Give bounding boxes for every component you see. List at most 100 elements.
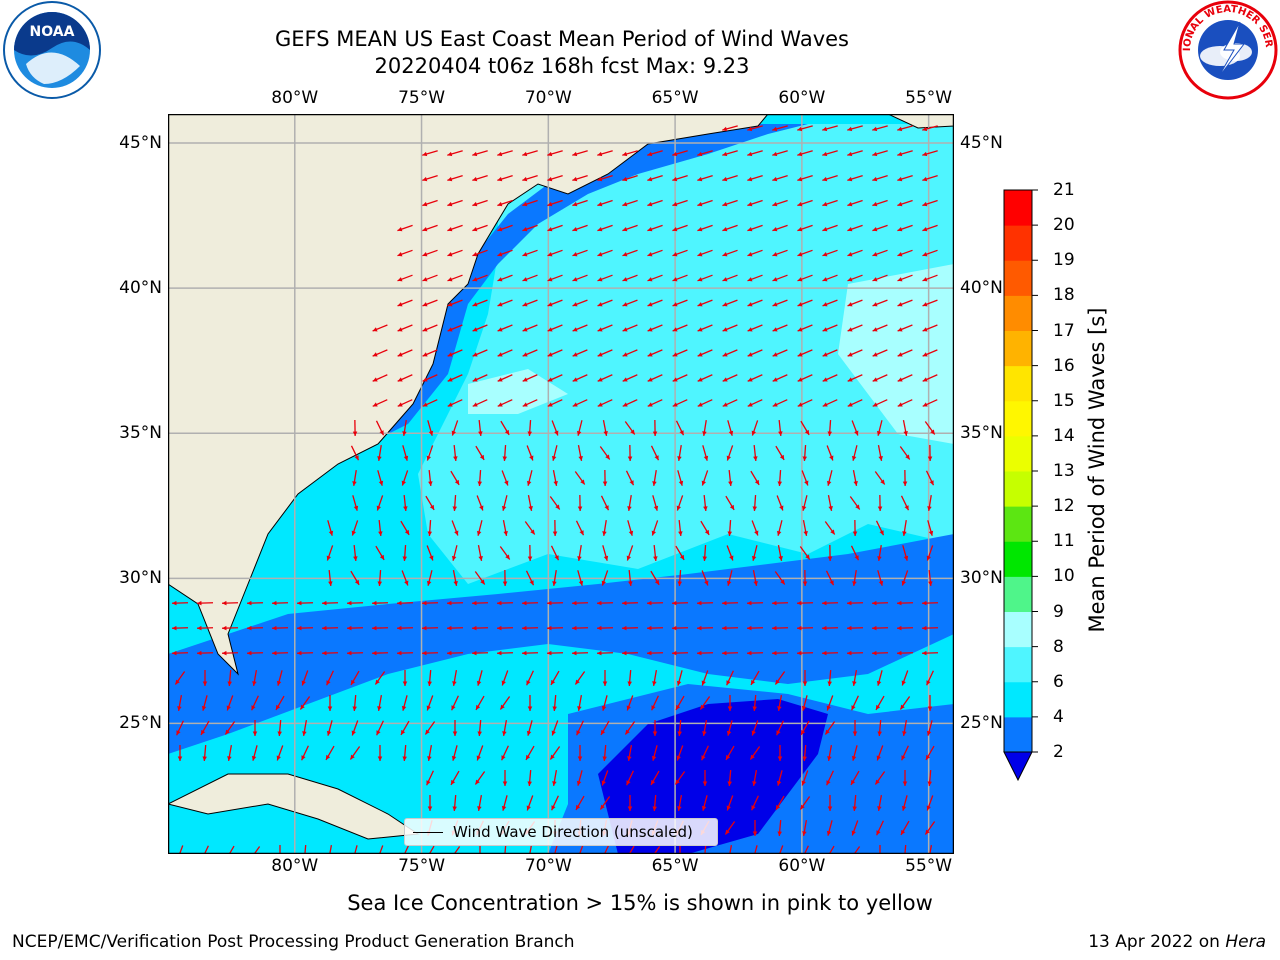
wave-direction-arrowhead (750, 754, 755, 760)
wave-direction-arrowhead (577, 506, 583, 511)
wave-direction-arrowhead (597, 327, 603, 332)
wave-direction-arrowhead (775, 679, 780, 685)
wave-direction-arrowhead (701, 480, 706, 486)
wave-direction-arrowhead (476, 680, 482, 686)
wave-direction-arrowhead (422, 352, 428, 357)
wave-direction-arrowhead (572, 252, 578, 257)
wave-direction-arrowhead (522, 151, 528, 157)
wave-direction-arrowhead (872, 201, 878, 207)
wave-direction-arrowhead (603, 431, 608, 436)
wave-direction-arrowhead (876, 680, 882, 686)
wave-direction-arrowhead (880, 479, 885, 485)
wave-direction-arrowhead (597, 377, 603, 382)
wave-direction-arrowhead (830, 529, 835, 535)
lat-tick-label-left: 45°N (119, 133, 162, 154)
wave-direction-arrowhead (427, 681, 432, 686)
colorbar-tick-label: 18 (1053, 285, 1075, 306)
wave-direction-arrowhead (647, 252, 653, 257)
wave-direction-arrowhead (326, 555, 331, 561)
wave-direction-arrowhead (704, 529, 710, 535)
wave-direction-arrowhead (727, 781, 732, 786)
wave-direction-arrowhead (852, 681, 857, 686)
wave-direction-arrowhead (654, 579, 660, 585)
wave-direction-arrowhead (372, 402, 378, 407)
wave-direction-arrowhead (722, 327, 728, 332)
wave-direction-arrowhead (703, 506, 708, 511)
wave-direction-arrowhead (578, 580, 584, 586)
wave-direction-arrowhead (797, 327, 803, 332)
wave-direction-arrowhead (802, 456, 808, 461)
wave-direction-arrowhead (647, 327, 653, 332)
wave-direction-arrowhead (502, 581, 508, 586)
wave-direction-arrowhead (647, 226, 653, 232)
wave-direction-arrowhead (802, 681, 808, 686)
wave-direction-arrowhead (601, 780, 606, 786)
wave-direction-arrowhead (925, 829, 930, 835)
wave-direction-arrowhead (722, 126, 728, 132)
wave-direction-arrowhead (822, 176, 828, 182)
wave-direction-arrowhead (747, 176, 753, 182)
wave-direction-arrowhead (722, 226, 728, 232)
wave-direction-arrowhead (522, 600, 527, 606)
wave-direction-arrowhead (453, 581, 458, 586)
machine-name: Hera (1225, 932, 1266, 952)
wave-direction-arrowhead (504, 429, 510, 435)
wave-direction-arrowhead (854, 430, 859, 436)
wave-direction-arrowhead (201, 729, 206, 735)
wave-direction-arrowhead (600, 804, 605, 810)
wave-direction-arrowhead (601, 580, 606, 586)
wave-direction-arrowhead (301, 680, 306, 686)
wave-direction-arrowhead (647, 625, 652, 631)
wave-direction-arrowhead (776, 804, 781, 810)
lat-tick-label-right: 30°N (960, 568, 1003, 589)
wave-direction-arrowhead (722, 176, 728, 182)
wave-direction-arrowhead (422, 176, 428, 182)
wave-direction-arrowhead (747, 126, 753, 132)
wave-direction-arrowhead (404, 529, 410, 535)
wave-direction-arrowhead (697, 277, 703, 282)
wave-direction-arrowhead (772, 327, 778, 332)
wave-direction-arrowhead (827, 806, 833, 811)
lat-tick-label-right: 35°N (960, 423, 1003, 444)
wave-direction-arrowhead (872, 126, 878, 132)
colorbar-segment (1004, 260, 1032, 296)
map-frame (168, 114, 954, 854)
wave-direction-arrowhead (572, 352, 578, 357)
wave-direction-arrowhead (772, 226, 778, 232)
wave-direction-arrowhead (502, 781, 508, 786)
wave-direction-arrowhead (727, 706, 733, 711)
wave-direction-arrowhead (422, 302, 428, 307)
wave-direction-arrowhead (676, 680, 682, 686)
wave-direction-arrowhead (422, 600, 427, 606)
wave-direction-arrowhead (576, 804, 581, 810)
wave-direction-arrowhead (422, 625, 427, 631)
wave-direction-arrowhead (902, 731, 907, 736)
wave-direction-arrowhead (703, 455, 709, 461)
wave-direction-arrowhead (772, 377, 778, 382)
wave-direction-arrowhead (922, 126, 928, 132)
wave-direction-arrowhead (353, 556, 358, 561)
wave-direction-arrowhead (797, 226, 803, 232)
wave-direction-arrowhead (622, 625, 627, 631)
wave-direction-arrowhead (401, 480, 406, 486)
wave-direction-arrowhead (527, 706, 533, 711)
wave-direction-arrowhead (802, 756, 807, 761)
wave-direction-arrowhead (602, 681, 608, 686)
wave-direction-arrowhead (479, 454, 485, 460)
wave-direction-arrowhead (747, 650, 752, 656)
wave-direction-arrowhead (847, 625, 852, 631)
wave-direction-arrowhead (527, 556, 533, 561)
wave-direction-arrowhead (772, 352, 778, 357)
wave-direction-arrowhead (322, 650, 327, 656)
wave-direction-arrowhead (529, 580, 534, 586)
wind-wave-direction-arrows (171, 125, 939, 854)
wave-direction-arrowhead (801, 729, 806, 735)
wave-direction-arrowhead (572, 377, 578, 382)
wave-direction-arrowhead (922, 625, 927, 631)
wave-direction-arrowhead (772, 252, 778, 257)
wave-direction-arrowhead (776, 530, 782, 536)
lon-tick-label-bottom: 80°W (271, 856, 319, 876)
colorbar-segment (1004, 225, 1032, 261)
wave-direction-arrowhead (502, 456, 508, 461)
wave-direction-arrowhead (476, 755, 481, 761)
